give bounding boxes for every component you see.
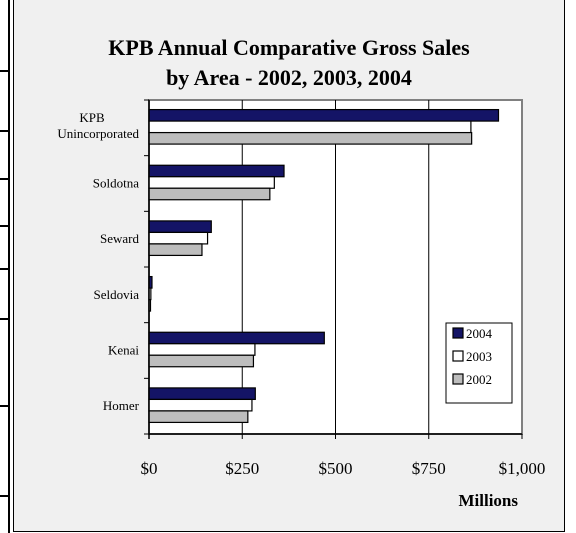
- adjacent-table-edge: [0, 0, 10, 533]
- legend-label: 2004: [466, 326, 493, 341]
- table-row-divider: [0, 225, 8, 227]
- legend-swatch: [452, 373, 464, 385]
- x-tick-label: $0: [141, 459, 158, 478]
- legend-swatch: [452, 350, 464, 362]
- x-axis: $0 $250 $500 $750 $1,000: [141, 99, 546, 478]
- bar-2002: [148, 354, 255, 368]
- bar-2004: [148, 164, 285, 178]
- legend-label: 2002: [466, 372, 492, 387]
- table-row-divider: [0, 318, 8, 320]
- category-label: Kenai: [108, 343, 139, 358]
- bar-2004: [148, 220, 212, 234]
- table-row-divider: [0, 268, 8, 270]
- bar-2004: [148, 387, 256, 401]
- category-label: Seldovia: [94, 287, 140, 302]
- category-label: Soldotna: [93, 176, 139, 191]
- category-label: Seward: [100, 231, 139, 246]
- bar-2003: [148, 120, 472, 134]
- legend-label: 2003: [466, 349, 492, 364]
- gridlines: [241, 100, 430, 434]
- table-row-divider: [0, 130, 8, 132]
- category-label: Unincorporated: [57, 126, 139, 141]
- bar-2002: [148, 243, 203, 257]
- x-tick-label: $1,000: [499, 459, 546, 478]
- bar-2003: [148, 176, 275, 189]
- legend: 2004 2003 2002: [445, 322, 513, 404]
- bar-2003: [148, 343, 256, 356]
- legend-swatch: [452, 327, 464, 339]
- table-row-divider: [0, 495, 8, 497]
- bar-2004: [148, 108, 500, 122]
- category-label: KPB: [79, 110, 105, 125]
- table-row-divider: [0, 405, 8, 407]
- bar-2003: [148, 231, 209, 245]
- bar-2002: [148, 187, 271, 201]
- table-row-divider: [0, 70, 8, 72]
- bar-2004: [148, 331, 325, 345]
- x-axis-label: Millions: [458, 491, 518, 510]
- table-row-divider: [0, 178, 8, 180]
- bar-2002: [148, 131, 473, 145]
- bar-2002: [148, 410, 249, 424]
- chart-title-line1: KPB Annual Comparative Gross Sales: [108, 35, 470, 60]
- chart-title-line2: by Area - 2002, 2003, 2004: [166, 65, 412, 90]
- bar-2003: [148, 398, 253, 412]
- x-tick-label: $250: [225, 459, 259, 478]
- x-tick-label: $500: [319, 459, 353, 478]
- x-tick-label: $750: [412, 459, 446, 478]
- category-label: Homer: [103, 398, 140, 413]
